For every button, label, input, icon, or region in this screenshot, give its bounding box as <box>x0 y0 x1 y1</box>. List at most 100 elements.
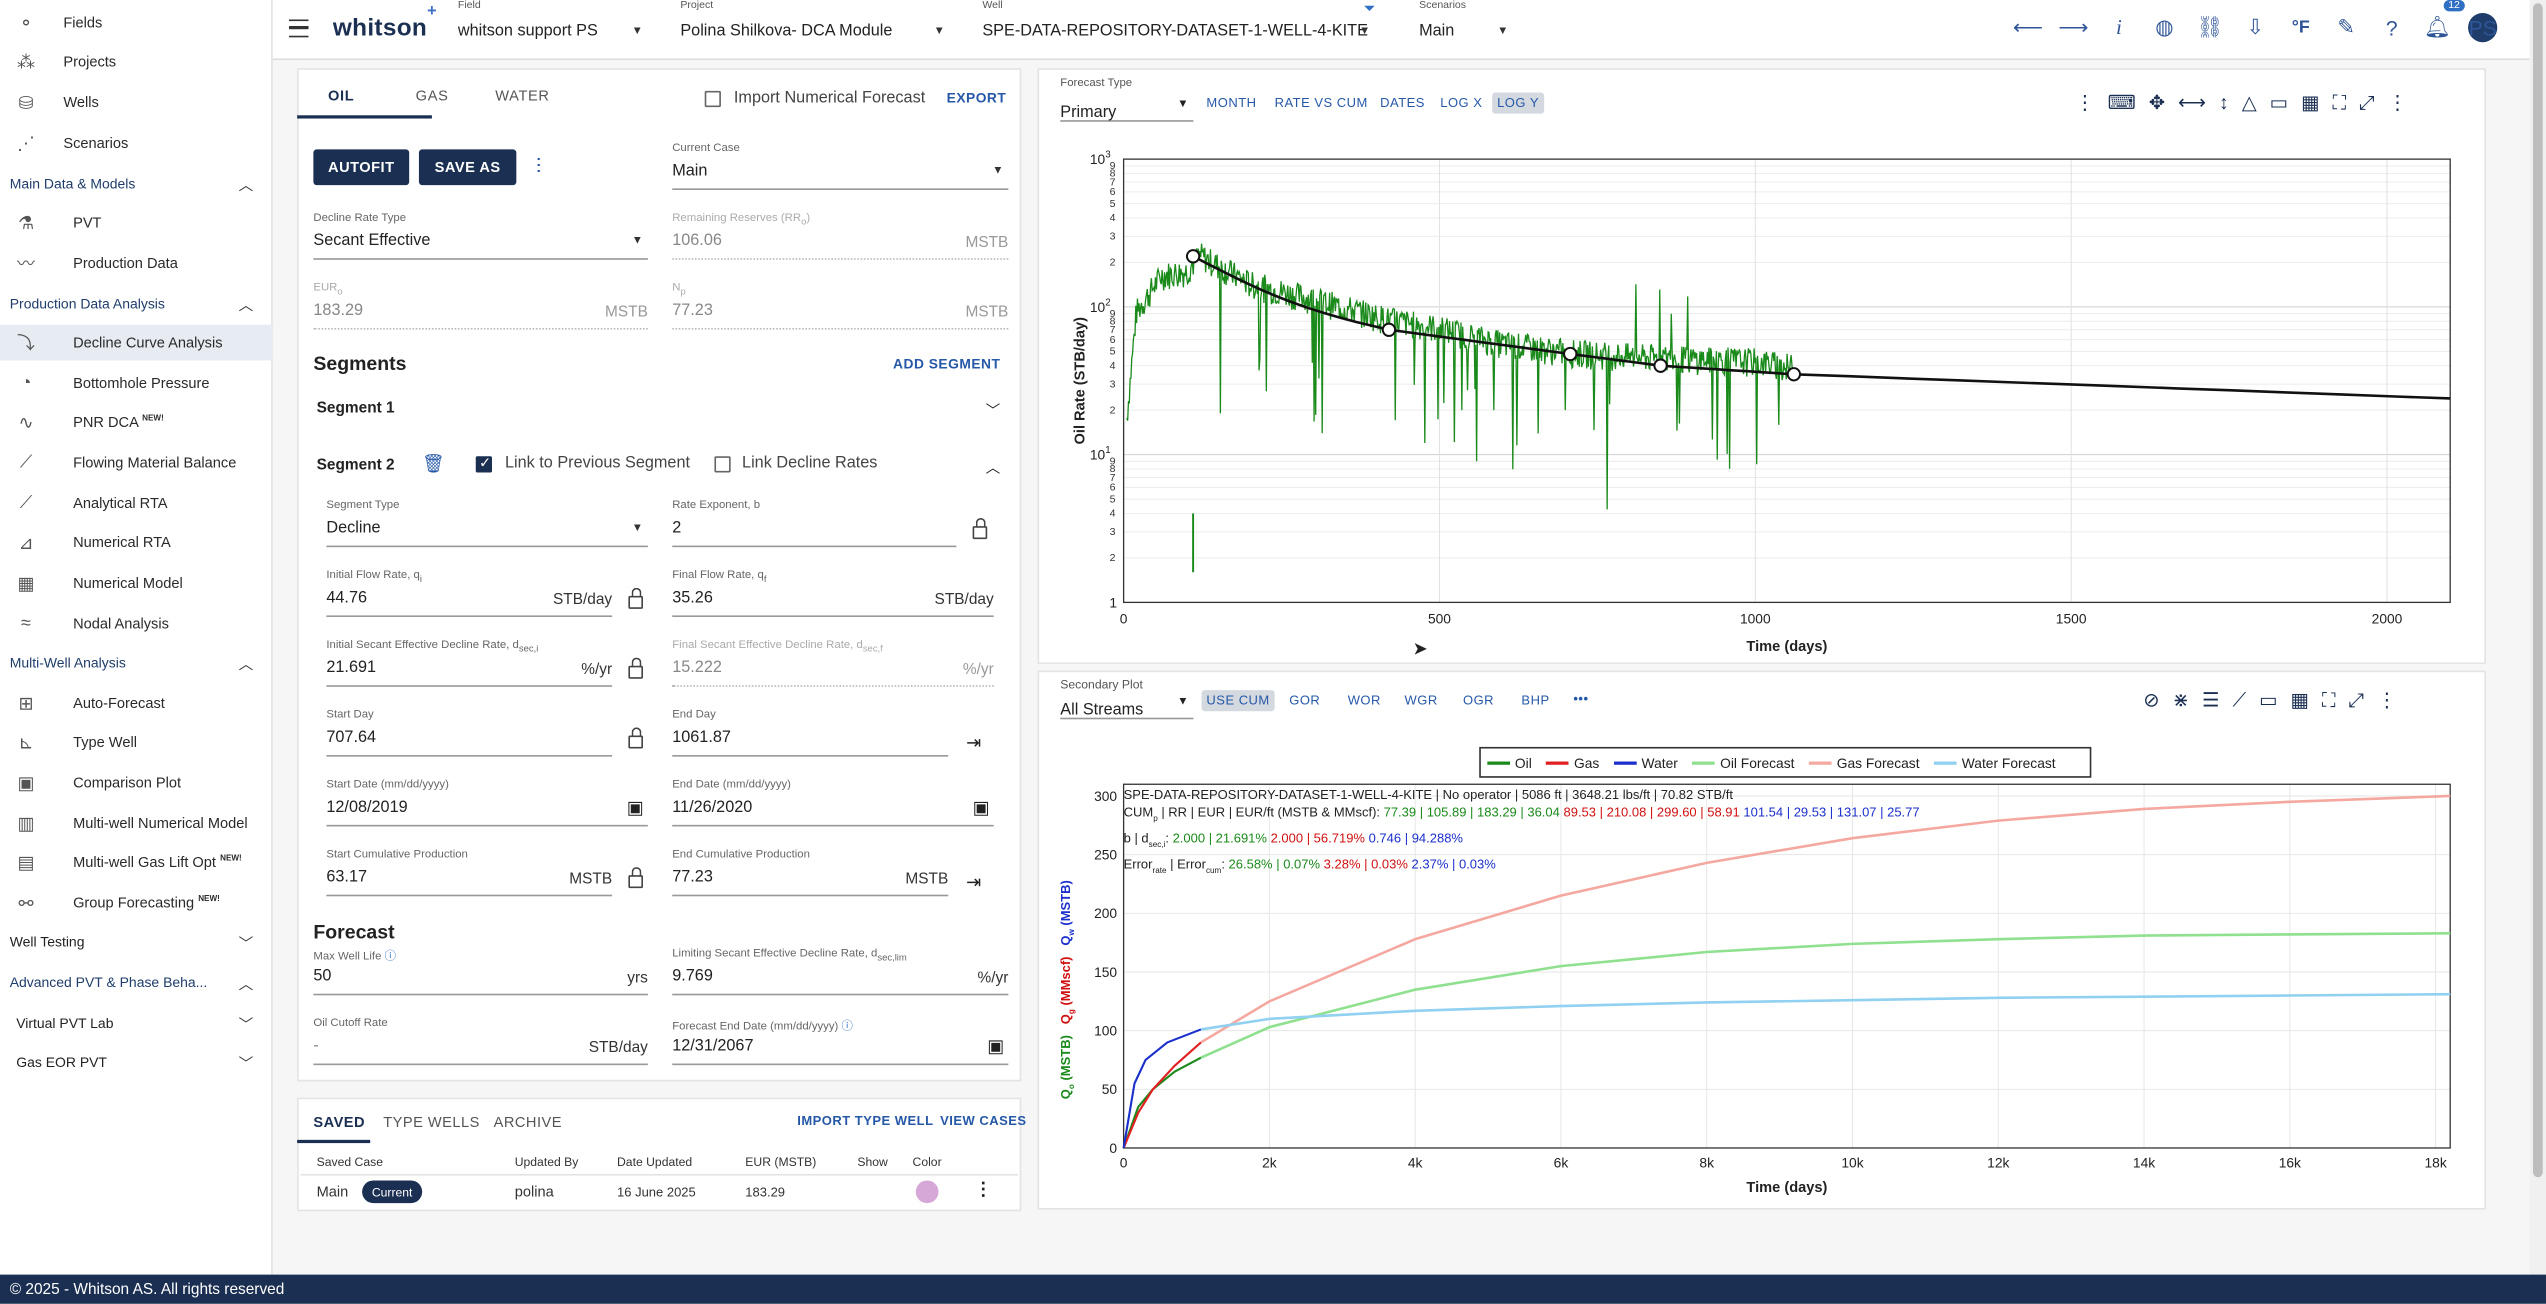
forecast-type-select[interactable]: Primary ▼ <box>1060 96 1194 122</box>
chevron-down-icon[interactable]: ﹀ <box>985 402 1001 419</box>
download-icon[interactable]: ⇩ <box>2246 14 2265 39</box>
sidebar-item-mw-numerical[interactable]: ▥ Multi-well Numerical Model <box>17 814 248 834</box>
add-segment-button[interactable]: ADD SEGMENT <box>893 355 1001 372</box>
feedback-icon[interactable]: ✎ <box>2337 14 2356 39</box>
tab-saved[interactable]: SAVED <box>313 1113 366 1131</box>
forward-icon[interactable]: ⟶ <box>2058 14 2089 39</box>
legend-item[interactable]: Water Forecast <box>1934 754 2056 770</box>
fullscreen-icon[interactable]: ⤢ <box>2359 90 2375 114</box>
triangle-icon[interactable]: △ <box>2241 90 2257 114</box>
unlock-icon[interactable] <box>628 727 643 749</box>
table-icon[interactable]: ▦ <box>2301 90 2320 114</box>
arrow-to-end-icon[interactable]: ⇥ <box>966 733 982 754</box>
more-horiz-button[interactable]: ••• <box>1573 691 1589 707</box>
cumulative-chart[interactable]: 0 50 100 150 200 250 300 0 2k 4k 6k 8k 10k 12k 14k 16k 1… <box>1039 776 2484 1208</box>
sidebar-item-projects[interactable]: ⁂ Projects <box>17 52 117 73</box>
avatar[interactable]: PS <box>2468 12 2498 43</box>
segment-2-header[interactable]: Segment 2 <box>316 456 395 475</box>
sidebar-item-auto-forecast[interactable]: ⊞ Auto-Forecast <box>0 685 273 721</box>
tab-type-wells[interactable]: TYPE WELLS <box>383 1113 480 1131</box>
legend-item[interactable]: Gas <box>1546 754 1599 770</box>
gor-button[interactable]: GOR <box>1289 693 1321 708</box>
arrow-to-end-icon[interactable]: ⇥ <box>966 873 982 894</box>
calendar-icon[interactable]: ▣ <box>626 798 644 819</box>
sidebar-item-comparison[interactable]: ▣ Comparison Plot <box>17 773 182 794</box>
log-y-button[interactable]: LOG Y <box>1492 92 1544 114</box>
sidebar-item-nodal[interactable]: ≈ Nodal Analysis <box>0 606 273 642</box>
pan-icon[interactable]: ✥ <box>2148 90 2166 114</box>
section-well-testing[interactable]: Well Testing ﹀ <box>0 924 273 960</box>
legend-item[interactable]: Oil Forecast <box>1692 754 1794 770</box>
section-multiwell[interactable]: Multi-Well Analysis ︿ <box>0 645 273 681</box>
well-filter[interactable]: ⏷ <box>1364 0 1383 60</box>
import-forecast-checkbox[interactable] <box>704 90 721 108</box>
sidebar-item-pnr-dca[interactable]: ∿ PNR DCA NEW! <box>0 404 273 440</box>
sidebar-item-scenarios[interactable]: ⋰ Scenarios <box>17 133 129 154</box>
section-main-data[interactable]: Main Data & Models ︿ <box>0 166 273 202</box>
section-gas-eor[interactable]: Gas EOR PVT ﹀ <box>0 1044 273 1080</box>
sidebar-item-wells[interactable]: ⛁ Wells <box>0 84 273 120</box>
hide-series-icon[interactable]: ⋇ <box>2172 688 2189 712</box>
export-button[interactable]: EXPORT <box>946 89 1007 106</box>
sidebar-item-group-forecasting[interactable]: ⚯ Group Forecasting NEW! <box>0 885 273 921</box>
tab-gas[interactable]: GAS <box>415 87 449 104</box>
project-select[interactable]: Project Polina Shilkova- DCA Module ▼ <box>680 0 945 41</box>
legend-item[interactable]: Gas Forecast <box>1809 754 1920 770</box>
scrollbar-thumb[interactable] <box>2533 3 2543 1178</box>
sidebar-item-pvt[interactable]: ⚗ PVT <box>17 213 102 234</box>
menu-icon[interactable] <box>289 19 309 38</box>
horizontal-arrows-icon[interactable]: ⟷ <box>2178 90 2206 114</box>
import-type-well-button[interactable]: IMPORT TYPE WELL <box>797 1113 934 1129</box>
sidebar-item-fields[interactable]: ⚬ Fields <box>0 5 273 41</box>
help-icon[interactable]: ⓘ <box>841 1021 853 1033</box>
delete-icon[interactable]: 🗑︎ <box>422 454 445 475</box>
section-advanced-pvt[interactable]: Advanced PVT & Phase Beha... ︿ <box>0 964 273 1000</box>
bell-icon[interactable]: 🔔︎ <box>2423 14 2451 39</box>
help-icon[interactable]: ⓘ <box>384 951 396 963</box>
sidebar-item-numerical-model[interactable]: ▦ Numerical Model <box>17 573 183 594</box>
table-icon[interactable]: ▦ <box>2290 688 2309 712</box>
ogr-button[interactable]: OGR <box>1462 693 1495 708</box>
drag-handle-icon[interactable]: ⋮ <box>2075 90 2095 114</box>
chart-line-icon[interactable]: ⟋ <box>2232 688 2247 712</box>
lock-icon[interactable] <box>972 517 988 540</box>
unlock-icon[interactable] <box>628 657 643 679</box>
sidebar-item-fmb[interactable]: ⟋ Flowing Material Balance <box>0 445 273 481</box>
visibility-off-icon[interactable]: ⊘ <box>2143 688 2160 712</box>
field-select[interactable]: Field whitson support PS ▼ <box>457 0 643 41</box>
well-select[interactable]: Well SPE-DATA-REPOSITORY-DATASET-1-WELL-4… <box>982 0 1371 41</box>
scenario-select[interactable]: Scenarios Main ▼ <box>1419 0 1509 41</box>
fullscreen-icon[interactable]: ⤢ <box>2348 688 2365 712</box>
wor-button[interactable]: WOR <box>1347 693 1381 708</box>
month-button[interactable]: MONTH <box>1206 95 1257 111</box>
case-color-swatch[interactable] <box>915 1180 939 1204</box>
logo[interactable]: whitson+ <box>332 3 437 43</box>
rate-vs-cum-button[interactable]: RATE VS CUM <box>1274 95 1368 111</box>
sidebar-item-numerical-rta[interactable]: ⊿ Numerical RTA <box>0 524 273 560</box>
comment-icon[interactable]: ▭ <box>2259 688 2278 712</box>
link-icon[interactable]: ⛓ <box>2196 14 2224 39</box>
unlock-icon[interactable] <box>628 587 643 609</box>
unlock-icon[interactable] <box>628 867 643 889</box>
more-vert-icon[interactable]: ⋮ <box>974 1180 993 1200</box>
link-previous-checkbox[interactable] <box>475 455 492 473</box>
sidebar-item-dca[interactable]: ⤵ Decline Curve Analysis <box>0 324 273 361</box>
sidebar-item-production-data[interactable]: 〰 Production Data <box>17 254 178 275</box>
info-icon[interactable]: i <box>2116 14 2122 39</box>
calendar-icon[interactable]: ▣ <box>972 798 990 819</box>
log-x-button[interactable]: LOG X <box>1440 95 1483 111</box>
globe-icon[interactable]: ◍ <box>2155 14 2174 39</box>
autofit-button[interactable]: AUTOFIT <box>313 149 410 186</box>
sidebar-item-gaslift[interactable]: ▤ Multi-well Gas Lift Opt NEW! <box>0 844 273 880</box>
back-icon[interactable]: ⟵ <box>2012 14 2044 39</box>
notes-icon[interactable]: ☰ <box>2201 688 2220 712</box>
legend-item[interactable]: Water <box>1613 754 1678 770</box>
keyboard-icon[interactable]: ⌨ <box>2107 90 2136 114</box>
page-scrollbar[interactable] <box>2529 0 2546 1275</box>
use-cum-button[interactable]: USE CUM <box>1201 690 1275 712</box>
sidebar-item-analytical-rta[interactable]: ⟋ Analytical RTA <box>0 485 273 521</box>
secondary-plot-select[interactable]: All Streams ▼ <box>1060 693 1194 720</box>
sidebar-item-bhp[interactable]: ◔ Bottomhole Pressure <box>0 365 273 401</box>
link-decline-checkbox[interactable] <box>714 456 731 473</box>
